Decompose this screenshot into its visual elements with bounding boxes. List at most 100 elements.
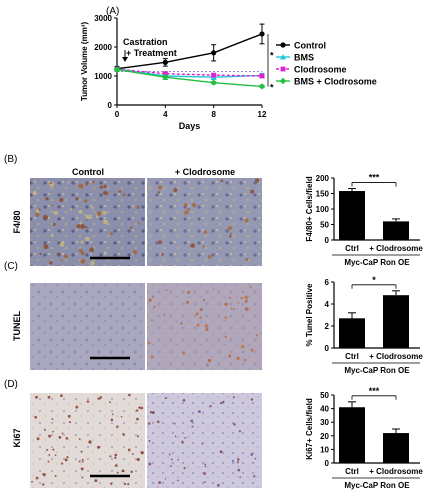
- stained-cell: [236, 461, 239, 464]
- stained-cell: [191, 425, 194, 428]
- stained-cell: [109, 401, 111, 404]
- stained-cell: [132, 250, 138, 255]
- stained-cell: [224, 316, 227, 319]
- stained-cell: [103, 219, 108, 225]
- stained-cell: [84, 236, 90, 242]
- stained-cell: [244, 295, 249, 300]
- stained-cell: [127, 483, 130, 486]
- stained-cell: [237, 458, 240, 461]
- stained-cell: [97, 445, 100, 449]
- stained-cell: [254, 457, 257, 460]
- stained-cell: [209, 405, 212, 408]
- stained-cell: [43, 429, 46, 431]
- line-chart-legend: Control BMS Clodrosome BMS + Clodrosome: [276, 41, 377, 87]
- stained-cell: [42, 473, 46, 477]
- stained-cell: [78, 438, 81, 441]
- stained-cell: [232, 396, 235, 399]
- stained-cell: [61, 432, 64, 435]
- data-point: [113, 66, 121, 73]
- stained-cell: [48, 434, 52, 438]
- stained-cell: [103, 251, 107, 255]
- stained-cell: [224, 302, 228, 306]
- stained-cell: [118, 190, 122, 193]
- stained-cell: [240, 296, 243, 300]
- stained-cell: [140, 406, 144, 410]
- stained-cell: [36, 437, 40, 441]
- stained-cell: [81, 458, 84, 461]
- treatment-annotation: + Treatment: [126, 48, 177, 58]
- y-tick-label: 200: [316, 174, 330, 183]
- y-tick-label: 4: [325, 300, 330, 309]
- stained-cell: [191, 203, 195, 206]
- stained-cell: [76, 224, 81, 229]
- micrograph-tunel-clodrosome: [147, 283, 262, 370]
- legend-label: Clodrosome: [294, 65, 347, 75]
- stained-cell: [39, 252, 42, 256]
- stained-cell: [89, 214, 92, 217]
- stained-cell: [136, 205, 140, 209]
- y-tick-label: 40: [320, 405, 329, 414]
- stained-cell: [60, 462, 64, 465]
- stained-cell: [78, 248, 83, 253]
- x-tick-label: 0: [115, 110, 120, 119]
- stained-cell: [182, 399, 186, 402]
- stained-cell: [59, 197, 64, 203]
- ki67-bar-chart: 0 10 20 30 40 50 Ki67+ Cells/field Ctrl + Clodro…: [305, 386, 423, 490]
- stained-cell: [184, 437, 186, 439]
- stained-cell: [131, 453, 134, 456]
- stained-cell: [59, 242, 65, 247]
- stained-cell: [156, 420, 160, 424]
- y-axis-title: % Tunel Positive: [305, 283, 314, 347]
- stained-cell: [243, 358, 247, 362]
- y-axis-title: F4/80+ Cells/field: [305, 176, 314, 241]
- stained-cell: [151, 295, 154, 298]
- legend-marker: [279, 77, 287, 85]
- stained-cell: [34, 415, 38, 419]
- stained-cell: [96, 211, 102, 216]
- series-line: [116, 68, 263, 77]
- bar-clodrosome: [383, 221, 409, 240]
- y-tick-label: 2000: [94, 43, 112, 52]
- data-point: [210, 79, 217, 86]
- x-axis-title: Days: [179, 121, 201, 131]
- stained-cell: [122, 433, 125, 436]
- stained-cell: [171, 458, 173, 461]
- stained-cell: [204, 465, 207, 468]
- stained-cell: [219, 450, 223, 454]
- header-clodrosome: + Clodrosome: [175, 167, 235, 177]
- stained-cell: [65, 437, 69, 440]
- stained-cell: [239, 476, 242, 478]
- significance-stars: ***: [369, 173, 380, 183]
- stained-cell: [56, 252, 61, 257]
- stained-cell: [80, 251, 85, 256]
- stained-cell: [231, 459, 234, 462]
- stained-cell: [45, 197, 49, 201]
- stained-cell: [69, 208, 73, 211]
- stained-cell: [147, 422, 151, 425]
- stained-cell: [84, 199, 88, 203]
- stained-cell: [198, 410, 201, 414]
- stained-cell: [43, 244, 49, 250]
- y-axis-title: Ki67+ Cells/field: [305, 398, 314, 460]
- stained-cell: [240, 344, 245, 349]
- stained-cell: [255, 334, 258, 337]
- stained-cell: [237, 301, 240, 304]
- stained-cell: [244, 299, 248, 303]
- tumor-volume-line-chart: 0 1000 2000 3000 0 4 8 12 Days Tumor Volume (mm³)…: [80, 14, 377, 131]
- stained-cell: [47, 460, 50, 463]
- stained-cell: [92, 180, 96, 184]
- stained-cell: [250, 348, 254, 352]
- significance-star: *: [270, 51, 274, 61]
- stained-cell: [35, 476, 39, 480]
- stained-cell: [54, 454, 57, 456]
- stained-cell: [186, 301, 189, 304]
- stained-cell: [196, 323, 200, 327]
- stained-cell: [217, 483, 220, 487]
- stained-cell: [51, 418, 54, 421]
- stained-cell: [212, 287, 215, 290]
- stained-cell: [31, 480, 33, 483]
- y-axis-title: Tumor Volume (mm³): [80, 22, 89, 102]
- stained-cell: [147, 341, 151, 345]
- stained-cell: [35, 395, 38, 399]
